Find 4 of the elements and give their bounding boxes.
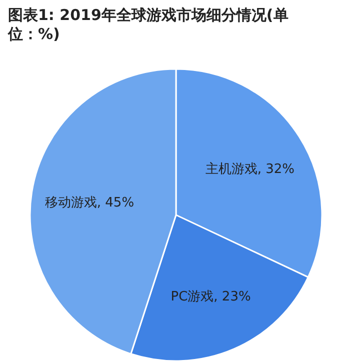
slice-label: 主机游戏, 32% [205, 161, 295, 178]
slice-label: PC游戏, 23% [170, 289, 251, 304]
chart-title: 图表1: 2019年全球游戏市场细分情况(单位：%) [8, 6, 290, 44]
slice-label: 移动游戏, 45% [44, 195, 134, 210]
